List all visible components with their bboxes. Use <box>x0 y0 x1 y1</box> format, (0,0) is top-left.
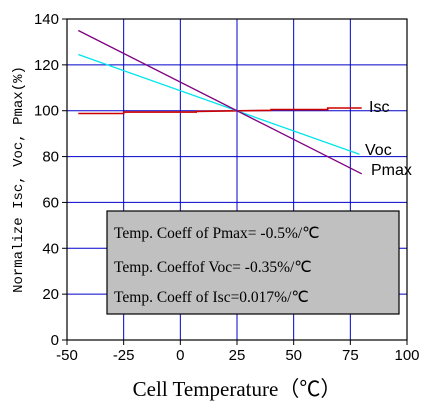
y-tick-label: 0 <box>51 332 59 349</box>
annotation-pmax-coeff: Temp. Coeff of Pmax= -0.5%/℃ <box>114 225 320 242</box>
series-lines <box>78 29 362 175</box>
y-tick-label: 140 <box>34 11 59 28</box>
series-label-pmax: Pmax <box>371 162 412 179</box>
x-tick-label: 75 <box>342 347 359 364</box>
axis-ticks <box>62 18 408 345</box>
y-tick-label: 120 <box>34 57 59 74</box>
tick-labels: -50 -25 0 25 50 75 100 0 20 40 60 80 100 120 140 <box>34 11 420 364</box>
x-tick-label: 100 <box>394 347 419 364</box>
x-tick-label: 0 <box>176 347 184 364</box>
coefficient-note-box: Temp. Coeff of Pmax= -0.5%/℃ Temp. Coeff… <box>106 210 400 315</box>
series-line-isc <box>78 107 362 115</box>
x-tick-label: -25 <box>113 347 135 364</box>
y-tick-label: 40 <box>42 240 59 257</box>
x-tick-label: -50 <box>56 347 78 364</box>
annotation-voc-coeff: Temp. Coeffof Voc= -0.35%/℃ <box>114 259 312 276</box>
y-tick-label: 80 <box>42 149 59 166</box>
series-label-isc: Isc <box>369 99 389 116</box>
annotation-isc-coeff: Temp. Coeff of Isc=0.017%/℃ <box>114 289 309 306</box>
series-labels: Isc Voc Pmax <box>365 99 412 179</box>
y-tick-label: 100 <box>34 103 59 120</box>
y-tick-label: 20 <box>42 286 59 303</box>
series-line-voc <box>78 53 360 155</box>
note-box-background <box>106 210 400 315</box>
x-tick-label: 50 <box>285 347 302 364</box>
x-axis-title: Cell Temperature（℃） <box>133 377 342 401</box>
x-tick-label: 25 <box>229 347 246 364</box>
y-tick-label: 60 <box>42 194 59 211</box>
series-line-pmax <box>78 29 362 175</box>
y-axis-title: Normalize Isc, Voc, Pmax(%) <box>11 66 27 293</box>
series-label-voc: Voc <box>365 142 392 159</box>
